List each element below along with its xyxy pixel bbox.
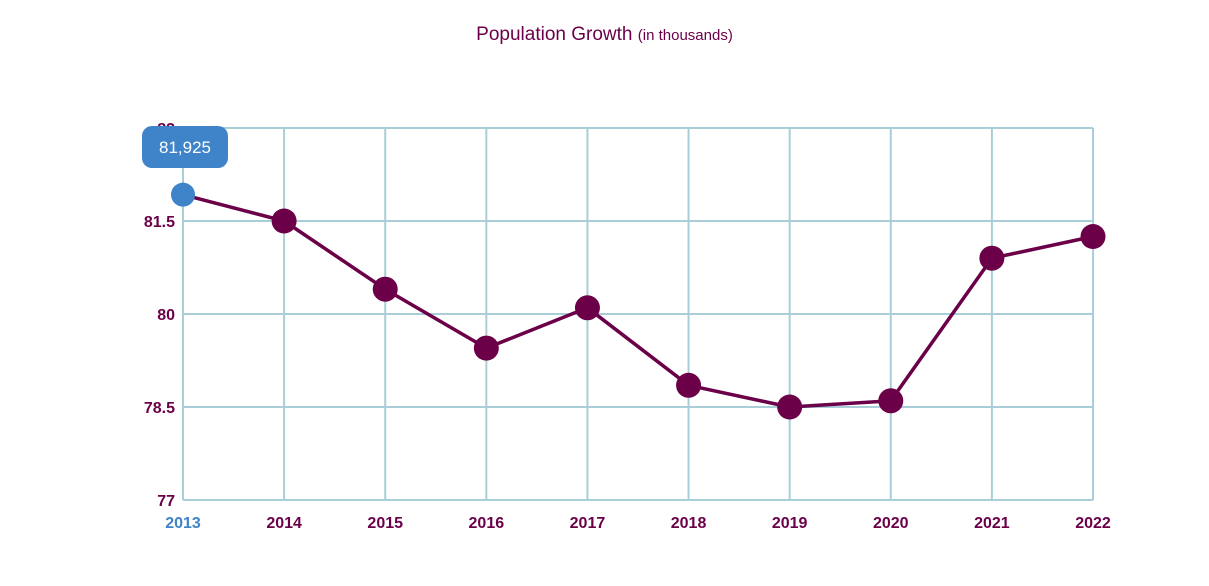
- data-point: [271, 208, 297, 234]
- data-point: [676, 372, 702, 398]
- series-line: [182, 192, 1094, 409]
- data-point: [171, 182, 195, 207]
- data-point: [473, 335, 499, 361]
- x-axis: 2013 2014 2015 2016 2017 2018 2019 2020 2021 2022: [165, 515, 1111, 532]
- y-tick-label: 77: [157, 493, 175, 510]
- data-point: [979, 245, 1005, 271]
- y-tick-label: 78.5: [144, 400, 175, 417]
- x-tick-label: 2021: [974, 515, 1010, 532]
- x-tick-label: 2017: [570, 515, 606, 532]
- x-tick-label: 2019: [772, 515, 808, 532]
- chart-title: Population Growth (in thousands): [0, 24, 1209, 46]
- x-tick-label: 2022: [1075, 515, 1111, 532]
- x-tick-label: 2015: [367, 515, 403, 532]
- x-tick-label: 2016: [469, 515, 505, 532]
- tooltip: 81,925: [142, 126, 228, 168]
- data-point: [878, 388, 904, 414]
- grid: [182, 127, 1094, 501]
- data-point: [1080, 224, 1106, 249]
- x-tick-label: 2014: [266, 515, 302, 532]
- tooltip-value: 81,925: [159, 138, 211, 157]
- chart-subtitle: (in thousands): [637, 27, 733, 44]
- y-tick-label: 80: [157, 307, 175, 324]
- data-point: [777, 394, 803, 420]
- series: [171, 182, 1106, 420]
- y-tick-label: 81.5: [144, 214, 175, 231]
- data-point: [372, 276, 398, 302]
- chart-title-main: Population Growth: [476, 24, 633, 45]
- data-point: [574, 295, 600, 321]
- x-tick-label: 2018: [671, 515, 707, 532]
- x-tick-label: 2020: [873, 515, 909, 532]
- tooltip-box: [142, 126, 228, 168]
- x-tick-label: 2013: [165, 515, 201, 532]
